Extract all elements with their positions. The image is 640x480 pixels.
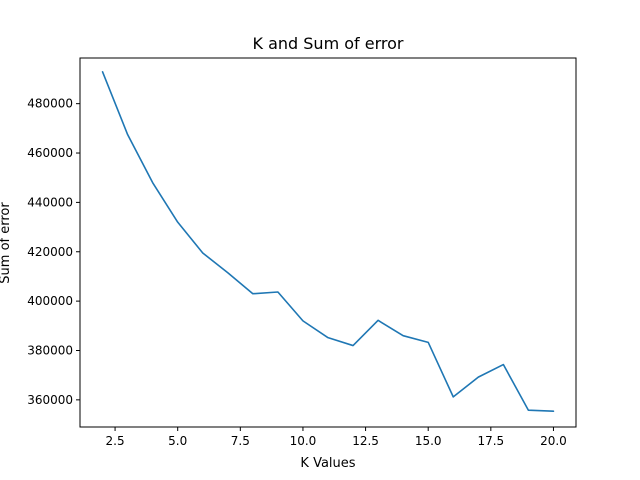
chart-title: K and Sum of error [253,34,404,53]
x-axis-label: K Values [300,456,355,471]
x-tick-label: 20.0 [540,434,567,448]
plot-area [101,71,555,412]
plot-frame [79,57,577,428]
x-tick-label: 10.0 [290,434,317,448]
y-axis-label: Sum of error [0,202,13,284]
y-tick-label: 360000 [27,393,73,407]
x-tick-label: 2.5 [106,434,125,448]
y-tick-label: 480000 [27,97,73,111]
y-axis-ticks: 360000 380000 400000 420000 440000 460000 4800… [27,97,80,407]
x-tick-label: 17.5 [477,434,504,448]
y-tick-label: 420000 [27,245,73,259]
x-axis-ticks: 2.5 5.0 7.5 10.0 12.5 15.0 17.5 20.0 [106,427,567,448]
y-tick-label: 400000 [27,294,73,308]
y-tick-label: 460000 [27,146,73,160]
y-tick-label: 440000 [27,195,73,209]
series-line-0 [101,71,555,412]
x-tick-label: 15.0 [415,434,442,448]
x-tick-label: 7.5 [231,434,250,448]
x-tick-label: 5.0 [168,434,187,448]
x-tick-label: 12.5 [352,434,379,448]
y-tick-label: 380000 [27,343,73,357]
